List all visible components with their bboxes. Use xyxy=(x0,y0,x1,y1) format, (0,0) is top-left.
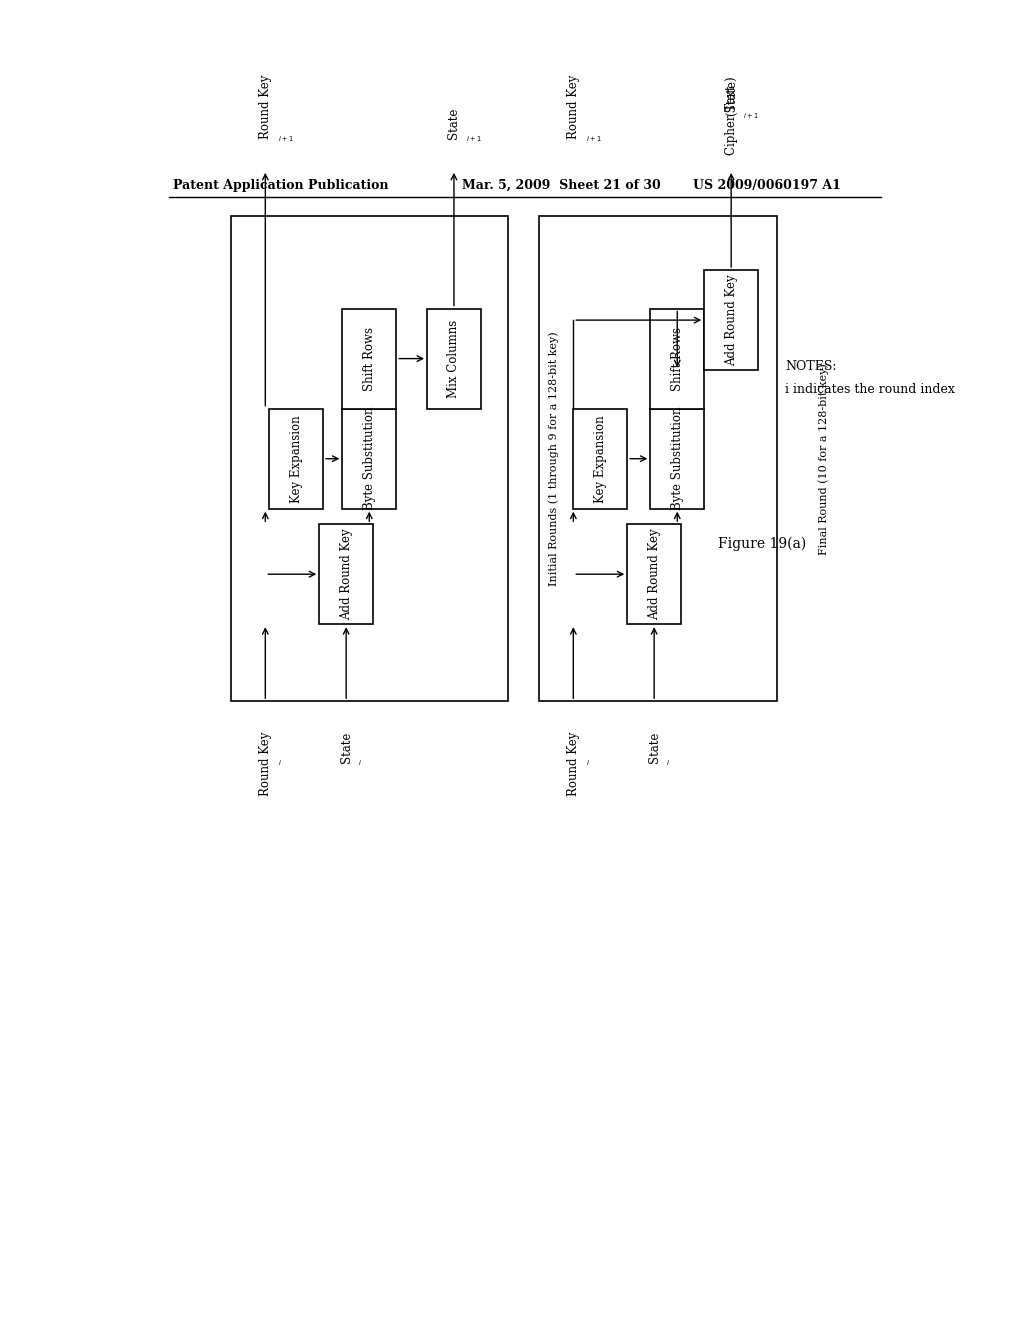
Text: State: State xyxy=(340,733,352,763)
Text: Final Round (10 for a 128-bit key): Final Round (10 for a 128-bit key) xyxy=(818,363,828,554)
Bar xyxy=(573,409,628,508)
Text: $_{i+1}$: $_{i+1}$ xyxy=(278,135,294,144)
Text: Add Round Key: Add Round Key xyxy=(725,275,737,366)
Text: Add Round Key: Add Round Key xyxy=(647,528,660,620)
Text: Round Key: Round Key xyxy=(259,733,271,796)
Text: Key Expansion: Key Expansion xyxy=(594,414,607,503)
Text: Add Round Key: Add Round Key xyxy=(340,528,352,620)
Text: $_{i+1}$: $_{i+1}$ xyxy=(586,135,602,144)
Text: $_{i}$: $_{i}$ xyxy=(586,758,590,768)
Bar xyxy=(427,309,481,409)
Text: $_{i+1}$: $_{i+1}$ xyxy=(743,111,760,121)
Text: State: State xyxy=(447,108,461,139)
Text: State: State xyxy=(647,733,660,763)
Text: Mar. 5, 2009  Sheet 21 of 30: Mar. 5, 2009 Sheet 21 of 30 xyxy=(462,178,660,191)
Bar xyxy=(230,216,508,701)
Text: Cipher Text: Cipher Text xyxy=(725,84,737,154)
Text: ): ) xyxy=(725,77,737,82)
Bar xyxy=(342,409,396,508)
Bar xyxy=(650,309,705,409)
Bar xyxy=(319,524,373,624)
Text: $_{i+1}$: $_{i+1}$ xyxy=(466,135,482,144)
Text: Figure 19(a): Figure 19(a) xyxy=(718,536,806,550)
Bar xyxy=(269,409,323,508)
Bar xyxy=(342,309,396,409)
Text: Round Key: Round Key xyxy=(259,75,271,139)
Text: Round Key: Round Key xyxy=(567,733,580,796)
Bar xyxy=(705,271,758,370)
Text: NOTES:: NOTES: xyxy=(785,360,837,372)
Text: i indicates the round index: i indicates the round index xyxy=(785,383,955,396)
Bar xyxy=(539,216,777,701)
Text: $_{i}$: $_{i}$ xyxy=(278,758,282,768)
Text: $_{i}$: $_{i}$ xyxy=(667,758,671,768)
Text: Key Expansion: Key Expansion xyxy=(290,414,303,503)
Text: Byte Substitution: Byte Substitution xyxy=(362,407,376,511)
Text: Shift Rows: Shift Rows xyxy=(671,326,684,391)
Text: Shift Rows: Shift Rows xyxy=(362,326,376,391)
Text: Patent Application Publication: Patent Application Publication xyxy=(173,178,388,191)
Bar xyxy=(650,409,705,508)
Text: Byte Substitution: Byte Substitution xyxy=(671,407,684,511)
Text: Mix Columns: Mix Columns xyxy=(447,319,461,397)
Text: (State: (State xyxy=(725,81,737,116)
Text: Round Key: Round Key xyxy=(567,75,580,139)
Text: Initial Rounds (1 through 9 for a 128-bit key): Initial Rounds (1 through 9 for a 128-bi… xyxy=(549,331,559,586)
Bar xyxy=(628,524,681,624)
Text: $_{i}$: $_{i}$ xyxy=(358,758,362,768)
Text: US 2009/0060197 A1: US 2009/0060197 A1 xyxy=(692,178,841,191)
